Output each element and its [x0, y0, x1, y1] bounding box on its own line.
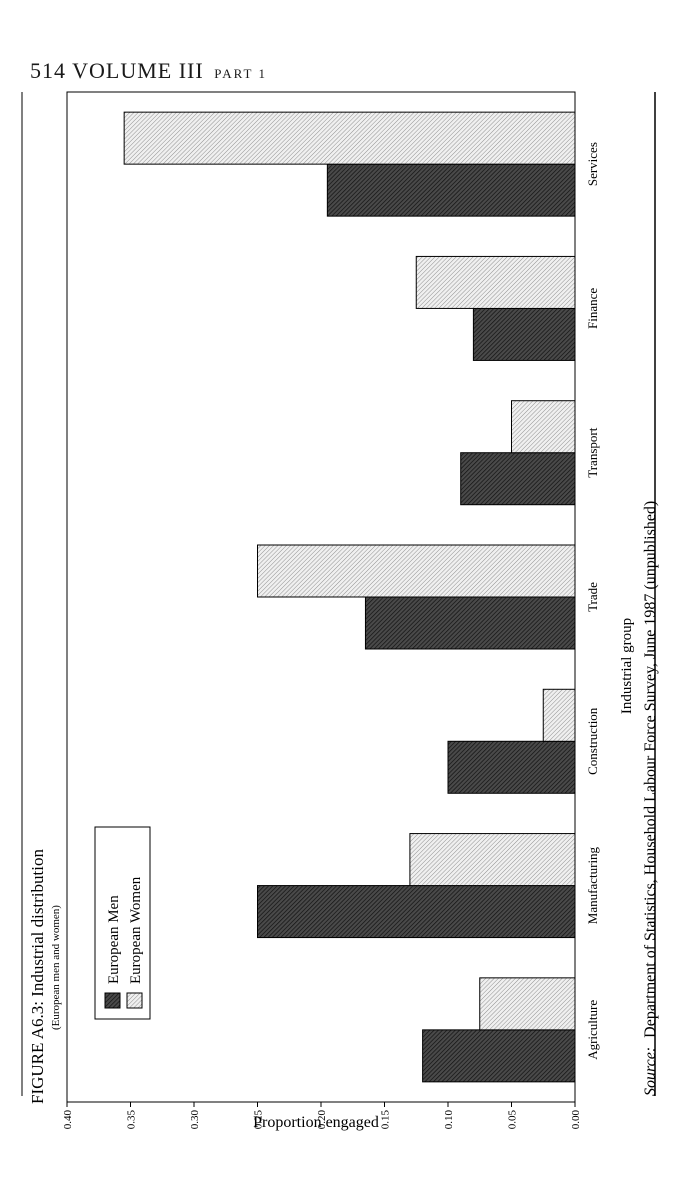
- running-head-part: PART 1: [214, 66, 267, 81]
- y-axis-label: Proportion engaged: [253, 1114, 379, 1131]
- bar-european-women: [542, 688, 576, 742]
- y-tick-label: 0.40: [62, 1110, 74, 1130]
- legend-label: European Women: [128, 876, 144, 984]
- y-tick-label: 0.00: [570, 1110, 582, 1130]
- legend-box: [94, 826, 151, 1020]
- bar-european-men: [257, 885, 576, 939]
- source-text: Department of Statistics, Household Labo…: [642, 501, 659, 1038]
- bar-european-women: [511, 400, 576, 454]
- x-tick-label: Transport: [585, 427, 600, 477]
- x-tick-label: Manufacturing: [585, 846, 600, 924]
- source-label: Source:: [642, 1047, 659, 1096]
- chart-title: FIGURE A6.3: Industrial distribution: [28, 849, 47, 1105]
- y-tick-label: 0.10: [443, 1110, 455, 1130]
- bar-european-women: [257, 544, 576, 598]
- bar-european-men: [472, 307, 576, 361]
- legend: European Men European Women: [94, 826, 151, 1020]
- legend-swatch: [104, 992, 121, 1009]
- bar-european-women: [479, 977, 576, 1031]
- y-tick-label: 0.30: [189, 1110, 201, 1130]
- x-axis-label: Industrial group: [619, 618, 635, 714]
- y-tick-label: 0.35: [126, 1110, 138, 1130]
- bar-european-men: [364, 596, 576, 650]
- running-head: 514 VOLUME III PART 1: [30, 58, 267, 84]
- y-tick-label: 0.05: [507, 1110, 519, 1130]
- x-tick-label: Construction: [585, 707, 600, 775]
- x-tick-label: Finance: [585, 288, 600, 329]
- legend-swatch: [126, 992, 143, 1009]
- y-tick-label: 0.20: [316, 1110, 328, 1130]
- chart-layer: 0.00 0.05 0.10 0.15 0.20 0.25 0.30 0.35 0.40 Agri…: [62, 111, 600, 1130]
- bar-european-men: [447, 740, 576, 794]
- y-tick-label: 0.25: [253, 1110, 265, 1130]
- x-tick-label: Services: [585, 142, 600, 186]
- y-tick-label: 0.15: [380, 1110, 392, 1130]
- bar-european-men: [422, 1029, 576, 1083]
- legend-label: European Men: [106, 895, 122, 984]
- chart-subtitle: (European men and women): [50, 905, 62, 1030]
- bar-european-men: [326, 163, 576, 217]
- source-note: Source: Department of Statistics, Househ…: [642, 501, 659, 1096]
- bar-european-women: [123, 111, 576, 165]
- x-tick-label: Trade: [585, 582, 600, 612]
- bar-european-women: [415, 255, 576, 309]
- bar-european-men: [460, 452, 576, 506]
- bar-european-women: [409, 833, 576, 887]
- running-head-text: 514 VOLUME III: [30, 58, 204, 83]
- x-tick-label: Agriculture: [585, 1000, 600, 1060]
